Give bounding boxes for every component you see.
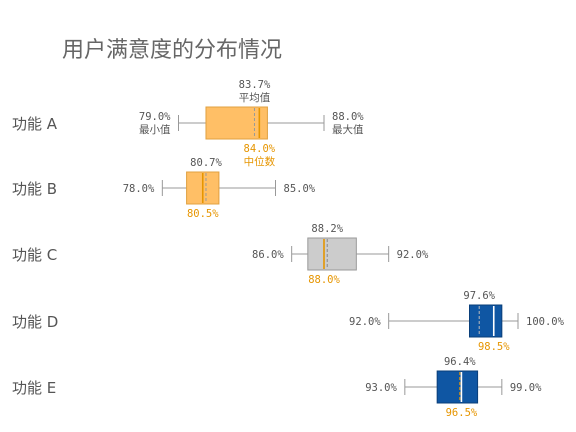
median-label: 88.0% [308, 274, 340, 286]
median-label: 98.5% [478, 341, 510, 353]
iqr-box [436, 370, 479, 404]
category-label: 功能 A [12, 115, 58, 133]
category-label: 功能 E [12, 379, 56, 397]
chart-title: 用户满意度的分布情况 [62, 38, 282, 63]
max-annotation: 最大值 [332, 123, 364, 136]
max-label: 92.0% [397, 249, 429, 261]
category-label: 功能 B [12, 180, 57, 198]
min-label: 86.0% [252, 249, 284, 261]
mean-label: 96.4% [444, 356, 476, 368]
min-annotation: 最小值 [139, 123, 171, 136]
max-label: 100.0% [526, 316, 565, 328]
mean-label: 83.7% [239, 79, 271, 91]
min-label: 78.0% [123, 183, 155, 195]
min-label: 93.0% [365, 382, 397, 394]
mean-label: 80.7% [190, 157, 222, 169]
iqr-box [469, 304, 503, 338]
category-label: 功能 C [12, 246, 57, 264]
median-label: 96.5% [446, 407, 478, 419]
category-label: 功能 D [12, 313, 58, 331]
median-label: 84.0% [244, 143, 276, 155]
iqr-box [307, 237, 357, 271]
median-label: 80.5% [187, 208, 219, 220]
min-label: 92.0% [349, 316, 381, 328]
mean-label: 88.2% [311, 223, 343, 235]
max-label: 99.0% [510, 382, 542, 394]
mean-annotation: 平均值 [239, 91, 271, 104]
max-label: 88.0% [332, 111, 364, 123]
median-annotation: 中位数 [244, 155, 276, 168]
max-label: 85.0% [284, 183, 316, 195]
mean-label: 97.6% [463, 290, 495, 302]
min-label: 79.0% [139, 111, 171, 123]
iqr-box [205, 106, 268, 140]
